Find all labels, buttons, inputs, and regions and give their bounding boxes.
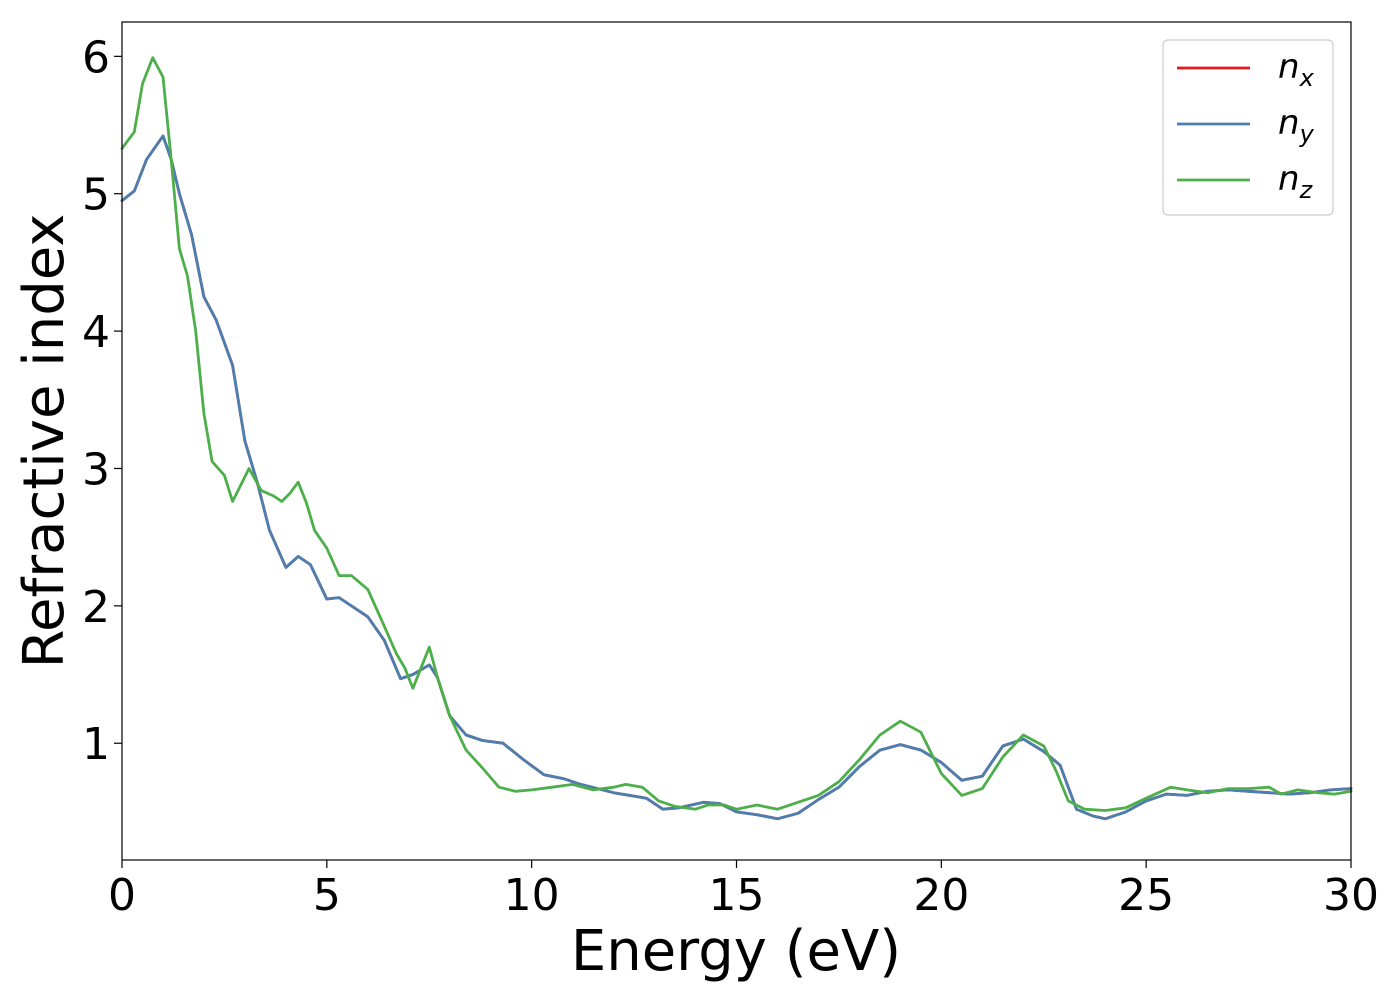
x-tick-label: 5 [313, 870, 341, 921]
plot-area [122, 22, 1351, 860]
y-axis-ticks: 1 2 3 4 5 6 [82, 32, 122, 770]
series-line-y [120, 134, 1353, 821]
x-tick-label: 15 [709, 870, 765, 921]
legend-label-y: ny [1278, 103, 1315, 148]
legend-label-x: nx [1278, 47, 1315, 92]
x-tick-label: 25 [1118, 870, 1174, 921]
legend-box [1162, 39, 1334, 216]
y-tick-label: 2 [82, 582, 110, 633]
y-tick-label: 1 [82, 719, 110, 770]
legend-entries: nx ny nz [1177, 47, 1315, 204]
x-tick-label: 10 [504, 870, 560, 921]
x-axis-label: Energy (eV) [571, 919, 901, 984]
legend-label-z: nz [1278, 159, 1314, 204]
y-tick-label: 4 [82, 307, 110, 358]
series-layer [120, 56, 1353, 821]
x-axis-ticks: 0 5 10 15 20 25 30 [108, 860, 1379, 921]
legend: nx ny nz [1162, 39, 1334, 216]
y-axis-label: Refractive index [12, 214, 77, 669]
x-tick-label: 20 [913, 870, 969, 921]
y-tick-label: 3 [82, 444, 110, 495]
x-tick-label: 30 [1323, 870, 1379, 921]
x-tick-label: 0 [108, 870, 136, 921]
y-tick-label: 5 [82, 170, 110, 221]
y-tick-label: 6 [82, 32, 110, 83]
series-line-z [120, 56, 1353, 812]
